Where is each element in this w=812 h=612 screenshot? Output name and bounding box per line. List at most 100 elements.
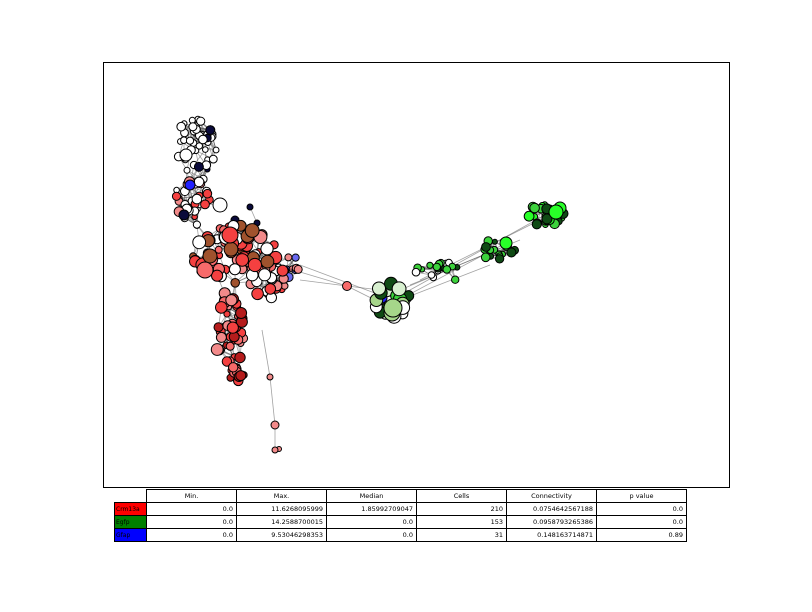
- graph-node: [184, 179, 196, 191]
- graph-node: [246, 203, 254, 211]
- table-row: Crm13a 0.0 11.6268095999 1.85992709047 2…: [114, 502, 687, 516]
- cell-p-value: 0.0: [596, 502, 687, 516]
- graph-node: [291, 253, 300, 262]
- graph-node: [481, 242, 491, 252]
- graph-node: [235, 370, 247, 382]
- cell-max: 14.2588700015: [236, 515, 327, 529]
- graph-node: [195, 142, 204, 150]
- graph-node: [548, 204, 564, 220]
- graph-node: [225, 294, 238, 307]
- graph-node: [235, 307, 248, 319]
- graph-node: [215, 301, 228, 314]
- graph-node: [192, 235, 207, 250]
- graph-node: [228, 362, 239, 373]
- graph-node: [200, 199, 210, 210]
- graph-node: [225, 341, 235, 351]
- graph-node: [179, 148, 193, 162]
- cell-connectivity: 0.148163714871: [506, 528, 597, 542]
- row-label-gfap: Gfap: [114, 528, 147, 542]
- graph-node: [193, 176, 205, 188]
- col-header-p-value: p value: [596, 489, 687, 503]
- graph-node: [221, 226, 239, 244]
- graph-node: [215, 331, 227, 343]
- cell-cells: 31: [416, 528, 507, 542]
- graph-node: [208, 154, 218, 164]
- graph-edge: [399, 264, 491, 301]
- graph-node: [451, 275, 460, 284]
- graph-edge: [299, 264, 381, 296]
- graph-node: [480, 252, 491, 263]
- graph-node: [212, 146, 220, 154]
- graph-node: [192, 220, 201, 229]
- cell-cells: 210: [416, 502, 507, 516]
- graph-node: [427, 271, 436, 279]
- graph-node: [171, 191, 182, 201]
- graph-node: [234, 351, 246, 364]
- graph-node: [494, 254, 505, 264]
- graph-node: [205, 125, 216, 136]
- graph-node: [260, 242, 274, 256]
- graph-node: [276, 264, 289, 277]
- graph-node: [226, 321, 239, 334]
- table-corner: [115, 490, 147, 503]
- graph-node: [499, 236, 513, 250]
- graph-node: [211, 269, 224, 282]
- cell-min: 0.0: [146, 502, 237, 516]
- graph-node: [202, 146, 209, 153]
- graph-node: [223, 241, 239, 257]
- graph-node: [176, 121, 186, 132]
- table-row: Gfap 0.0 9.53046298353 0.0 31 0.14816371…: [114, 528, 687, 542]
- graph-node: [244, 223, 260, 238]
- graph-node: [506, 247, 517, 258]
- graph-node: [293, 264, 303, 274]
- col-header-connectivity: Connectivity: [506, 489, 597, 503]
- graph-node: [213, 322, 224, 333]
- cell-connectivity: 0.0958793265386: [506, 515, 597, 529]
- cell-max: 11.6268095999: [236, 502, 327, 516]
- graph-node: [191, 193, 203, 205]
- graph-node: [223, 310, 231, 318]
- table-header-row: Min. Max. Median Cells Connectivity p va…: [115, 489, 687, 503]
- graph-node: [258, 268, 272, 282]
- graph-node: [411, 267, 421, 277]
- table-row: Egfp 0.0 14.2588700015 0.0 153 0.0958793…: [114, 515, 687, 529]
- graph-edge: [299, 271, 348, 287]
- graph-node: [210, 343, 224, 356]
- graph-node: [442, 265, 452, 274]
- graph-node: [432, 262, 441, 272]
- graph-node: [198, 134, 208, 145]
- graph-edge: [391, 214, 546, 301]
- row-label-crm13a: Crm13a: [114, 502, 147, 516]
- graph-node: [284, 253, 293, 262]
- cell-min: 0.0: [146, 528, 237, 542]
- graph-node: [221, 356, 233, 367]
- graph-node: [266, 373, 274, 381]
- graph-node: [372, 281, 386, 296]
- graph-node: [202, 188, 213, 199]
- row-label-egfp: Egfp: [114, 515, 147, 529]
- graph-node: [264, 283, 277, 295]
- graph-node: [270, 420, 280, 430]
- graph-node: [214, 245, 223, 254]
- graph-node: [529, 202, 540, 214]
- graph-node: [426, 261, 434, 269]
- graph-node: [391, 281, 407, 297]
- graph-node: [212, 197, 228, 213]
- graph-node: [202, 248, 218, 264]
- graph-node: [531, 219, 542, 230]
- graph-node: [178, 209, 190, 221]
- cell-min: 0.0: [146, 515, 237, 529]
- cell-p-value: 0.89: [596, 528, 687, 542]
- graph-edge: [269, 376, 276, 426]
- graph-node: [383, 298, 403, 318]
- cell-max: 9.53046298353: [236, 528, 327, 542]
- graph-node: [491, 238, 498, 245]
- col-header-min: Min.: [146, 489, 237, 503]
- graph-node: [271, 446, 279, 454]
- graph-node: [196, 261, 214, 279]
- graph-node: [541, 213, 553, 225]
- col-header-max: Max.: [236, 489, 327, 503]
- cell-median: 1.85992709047: [326, 502, 417, 516]
- graph-edge: [261, 329, 271, 378]
